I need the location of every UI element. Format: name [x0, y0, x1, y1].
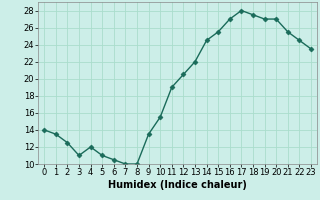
- X-axis label: Humidex (Indice chaleur): Humidex (Indice chaleur): [108, 180, 247, 190]
